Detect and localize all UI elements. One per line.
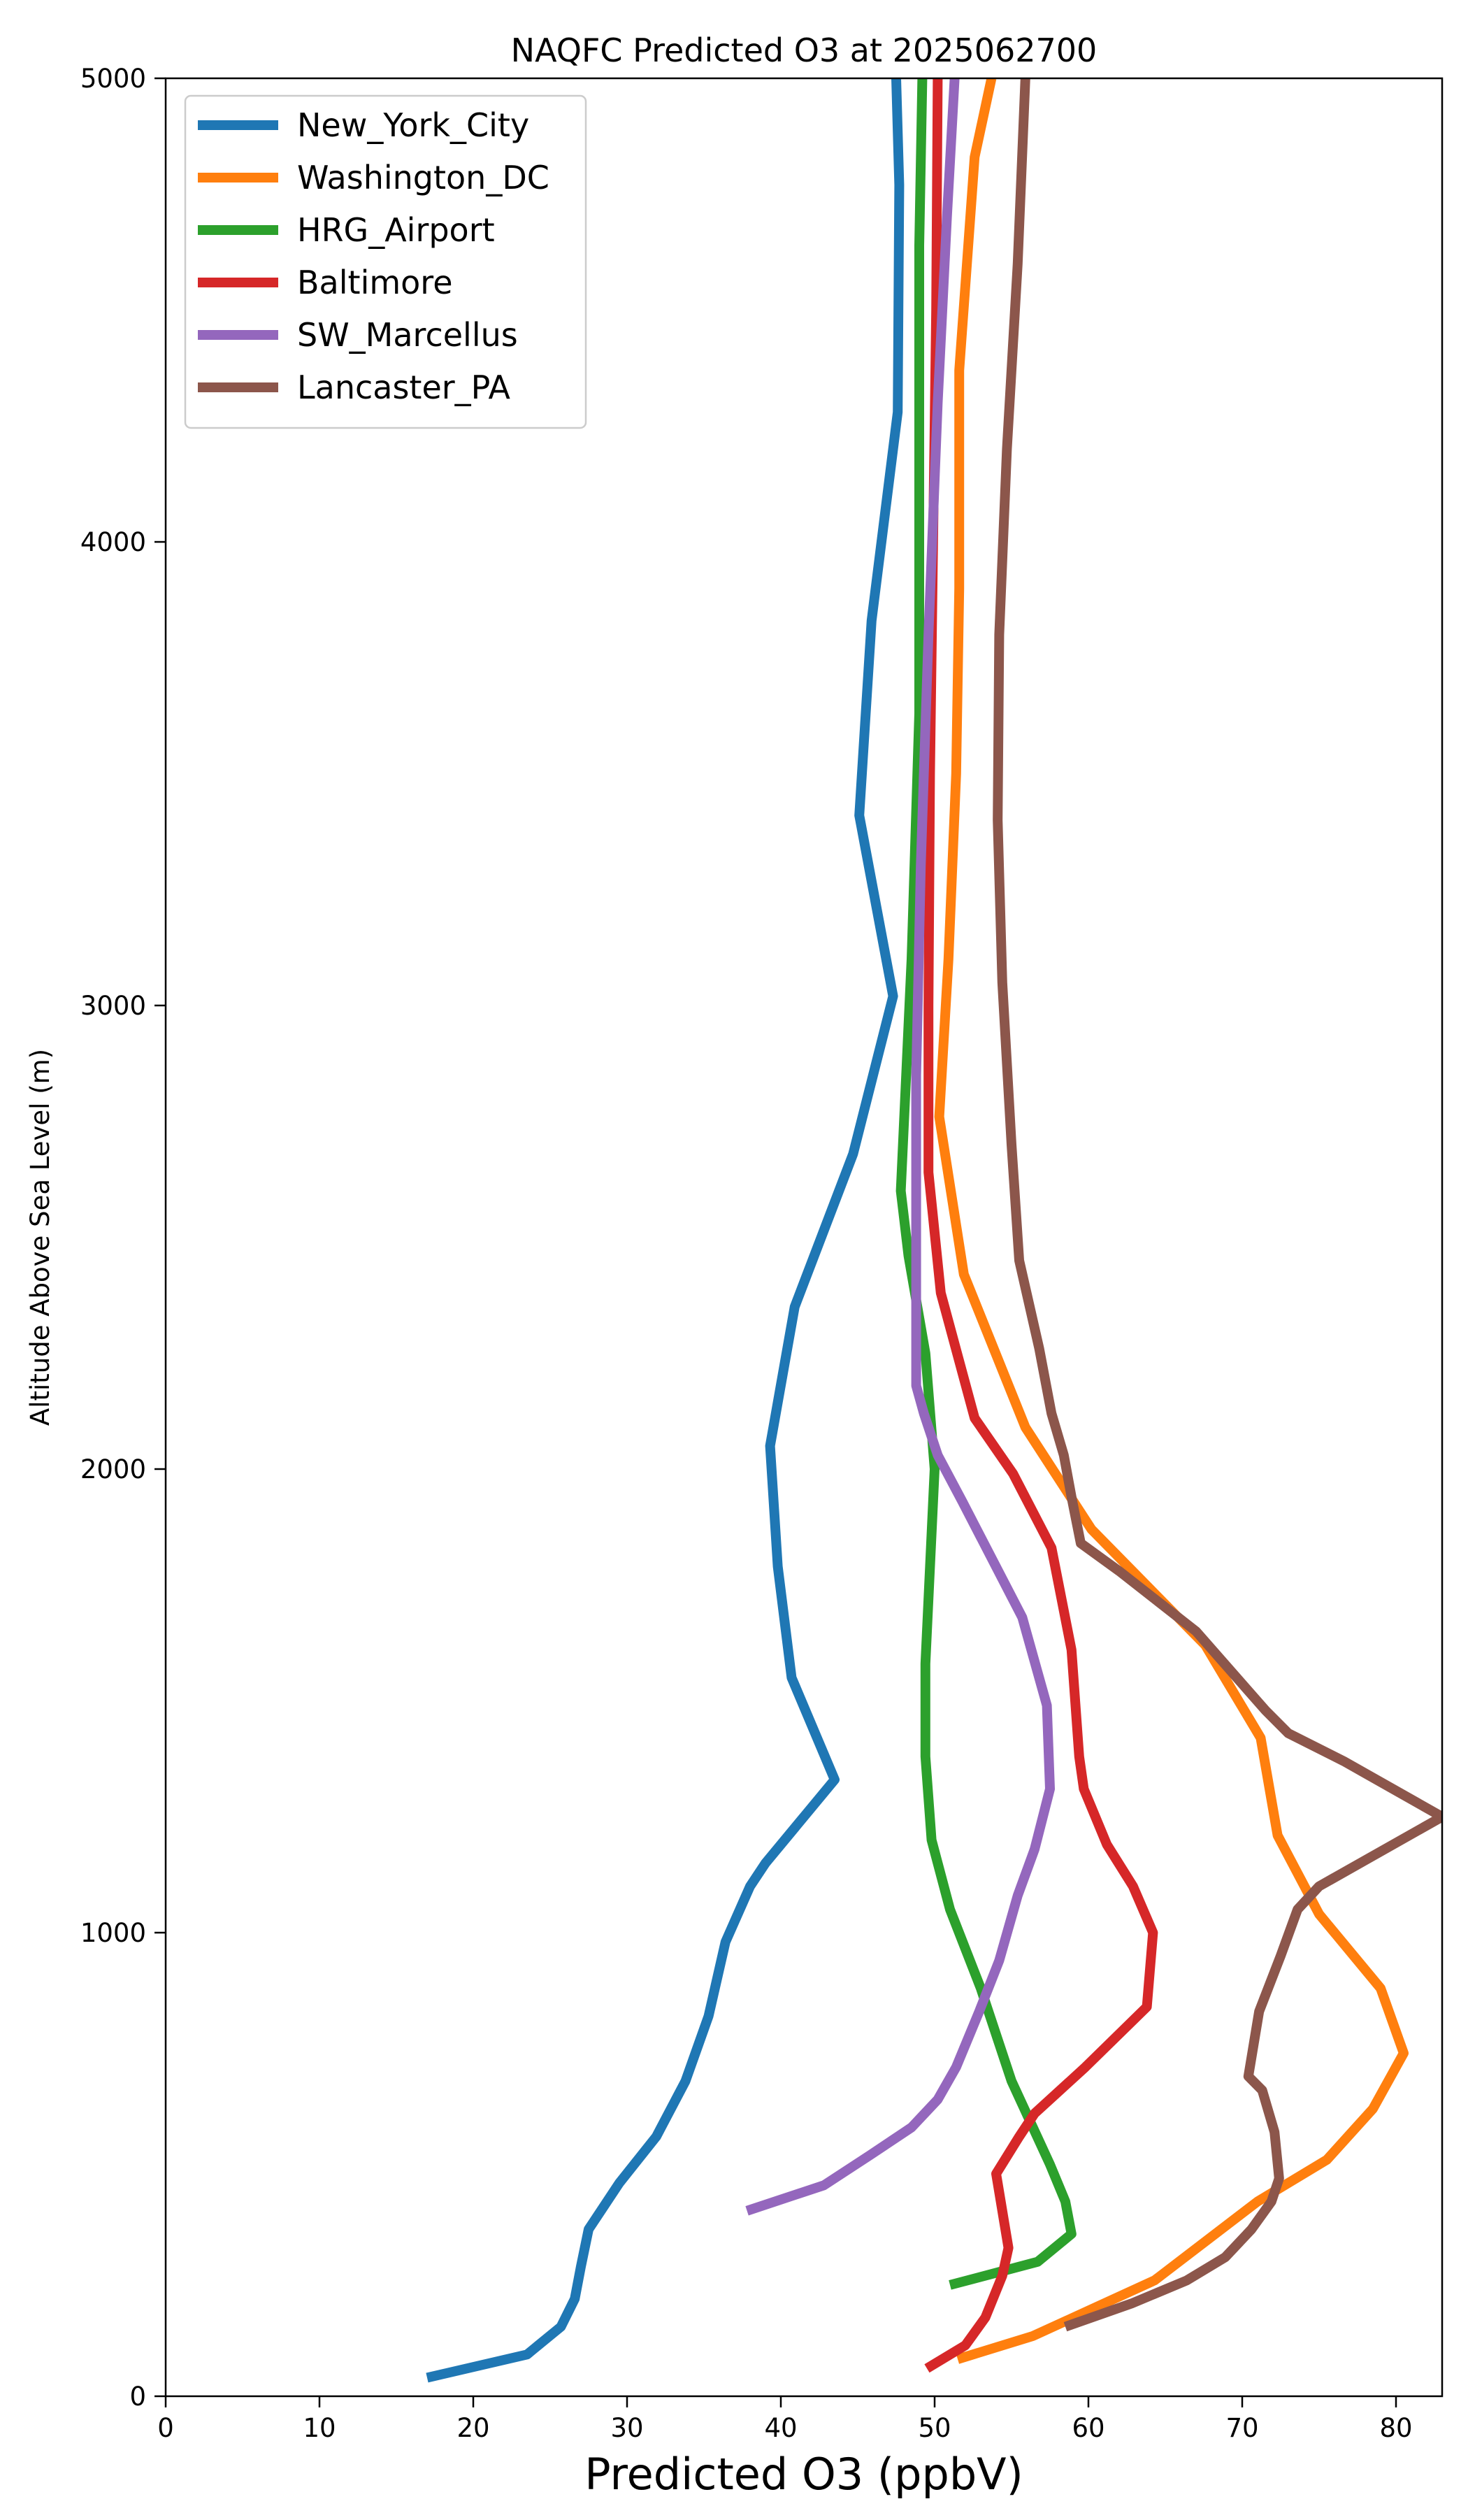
legend-label: Lancaster_PA — [297, 368, 510, 406]
x-tick-label: 80 — [1379, 2413, 1412, 2443]
x-tick-label: 50 — [918, 2413, 951, 2443]
y-tick-label: 1000 — [80, 1918, 146, 1948]
series-line-new-york-city — [426, 78, 905, 2383]
x-tick-label: 30 — [610, 2413, 643, 2443]
x-tick-label: 20 — [456, 2413, 489, 2443]
plot-frame — [164, 77, 1444, 2398]
x-tick-label: 60 — [1072, 2413, 1104, 2443]
series-line-lancaster-pa — [993, 78, 1442, 2332]
y-tick-label: 4000 — [80, 527, 146, 557]
legend-label: Baltimore — [297, 264, 453, 301]
series-line-washington-dc — [934, 78, 1409, 2364]
legend-box — [184, 94, 587, 429]
y-axis-label: Altitude Above Sea Level (m) — [25, 1049, 55, 1426]
y-tick-label: 3000 — [80, 991, 146, 1021]
legend-label: New_York_City — [297, 106, 529, 144]
legend: New_York_City Washington_DC HRG_Airport Bal… — [184, 94, 587, 429]
y-tick-label: 2000 — [80, 1454, 146, 1484]
x-tick-label: 0 — [157, 2413, 174, 2443]
legend-label: HRG_Airport — [297, 211, 495, 249]
x-tick-label: 70 — [1225, 2413, 1258, 2443]
chart-title: NAQFC Predicted O3 at 2025062700 — [511, 31, 1098, 69]
y-tick-label: 0 — [129, 2382, 146, 2412]
legend-label: Washington_DC — [297, 159, 549, 196]
x-axis-label: Predicted O3 (ppbV) — [584, 2449, 1023, 2500]
series-line-baltimore — [923, 78, 1158, 2373]
y-tick-label: 5000 — [80, 64, 146, 94]
series-line-hrg-airport — [895, 78, 1077, 2290]
x-tick-label: 10 — [303, 2413, 336, 2443]
x-axis: 0 10 20 30 40 50 60 70 80 — [157, 2396, 1413, 2443]
x-tick-label: 40 — [764, 2413, 797, 2443]
legend-label: SW_Marcellus — [297, 316, 518, 354]
series-lines — [426, 78, 1442, 2383]
series-line-sw-marcellus — [745, 78, 1055, 2216]
y-axis: 0 1000 2000 3000 4000 5000 — [80, 64, 166, 2412]
